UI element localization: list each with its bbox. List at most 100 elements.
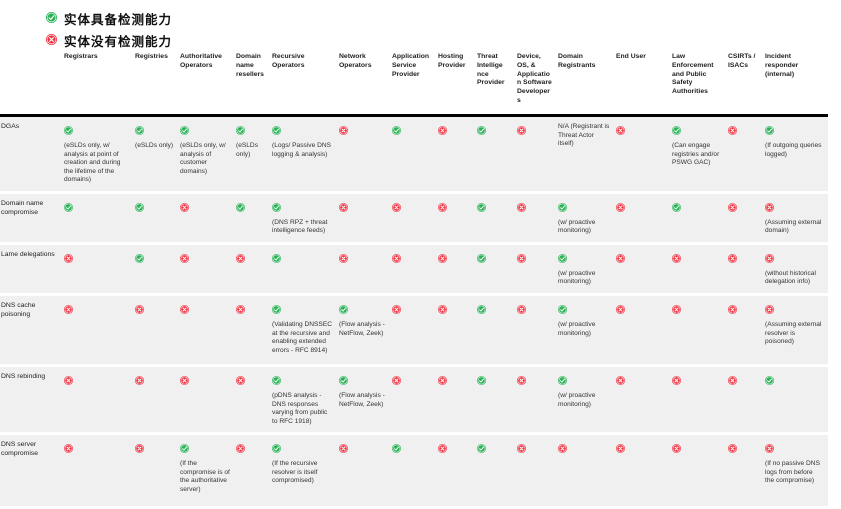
matrix-cell (616, 372, 672, 426)
matrix-cell (477, 301, 517, 358)
matrix-cell: (eSLDs only) (236, 122, 272, 185)
matrix-cell (180, 372, 236, 426)
matrix-cell (236, 250, 272, 287)
cross-circle-icon (672, 250, 681, 268)
cross-circle-icon (517, 122, 526, 140)
check-circle-icon (477, 250, 486, 268)
matrix-cell (392, 372, 438, 426)
cross-circle-icon (616, 372, 625, 390)
column-header: Recursive Operators (272, 53, 305, 69)
cross-circle-icon (672, 372, 681, 390)
cross-circle-icon (438, 440, 447, 458)
cell-note: (If outgoing queries logged) (765, 141, 822, 158)
check-circle-icon (272, 440, 281, 458)
cross-circle-icon (236, 372, 245, 390)
check-circle-icon (135, 199, 144, 217)
check-circle-icon (558, 199, 567, 217)
matrix-cell (438, 440, 477, 500)
check-circle-icon (477, 301, 486, 319)
check-circle-icon (672, 199, 681, 217)
matrix-cell (728, 122, 765, 185)
check-circle-icon (765, 122, 774, 140)
cell-note: (Assuming external domain) (765, 218, 822, 235)
cell-note: (If the compromise is of the authoritati… (180, 460, 230, 493)
cross-circle-icon (339, 122, 348, 140)
table-row: Lame delegations (w/ proactive monitoring… (0, 244, 828, 297)
matrix-cell (236, 372, 272, 426)
column-header: Registrars (64, 53, 98, 60)
legend-label: 实体具备检测能力 (64, 13, 173, 27)
cell-note: (eSLDs only) (135, 141, 174, 149)
matrix-cell (438, 250, 477, 287)
cross-circle-icon (438, 122, 447, 140)
matrix-cell (517, 372, 558, 426)
cross-circle-icon (728, 372, 737, 390)
matrix-cell (135, 250, 180, 287)
matrix-cell (64, 199, 135, 236)
cell-note: (pDNS analysis - DNS responses varying f… (272, 392, 328, 425)
check-circle-icon (46, 10, 57, 28)
check-circle-icon (272, 199, 281, 217)
row-label: DNS cache poisoning (1, 302, 36, 318)
matrix-cell (616, 199, 672, 236)
cross-circle-icon (64, 250, 73, 268)
cell-note: (without historical delegation info) (765, 269, 816, 286)
cross-circle-icon (765, 199, 774, 217)
matrix-cell (135, 199, 180, 236)
matrix-cell: (If no passive DNS logs from before the … (765, 440, 828, 500)
check-circle-icon (339, 372, 348, 390)
matrix-cell: (Flow analysis - NetFlow, Zeek) (339, 372, 392, 426)
legend-item-not-capable: 实体没有检测能力 (46, 31, 172, 50)
matrix-cell: (eSLDs only) (135, 122, 180, 185)
cell-note: (eSLDs only, w/ analysis of customer dom… (180, 141, 226, 175)
cross-circle-icon (64, 440, 73, 458)
matrix-cell (728, 301, 765, 358)
matrix-cell (616, 440, 672, 500)
matrix-cell (765, 372, 828, 426)
check-circle-icon (392, 122, 401, 140)
cross-circle-icon (728, 440, 737, 458)
matrix-cell (392, 122, 438, 185)
check-circle-icon (236, 122, 245, 140)
check-circle-icon (272, 122, 281, 140)
cross-circle-icon (728, 199, 737, 217)
cross-circle-icon (728, 122, 737, 140)
cross-circle-icon (438, 199, 447, 217)
check-circle-icon (477, 199, 486, 217)
cell-note: (Flow analysis - NetFlow, Zeek) (339, 321, 385, 337)
matrix-cell (477, 440, 517, 500)
matrix-cell (672, 199, 728, 236)
row-label: DGAs (1, 122, 20, 130)
cell-note: (If the recursive resolver is itself com… (272, 460, 318, 485)
matrix-cell: (w/ proactive monitoring) (558, 372, 616, 426)
cross-circle-icon (765, 250, 774, 268)
matrix-cell (477, 199, 517, 236)
check-circle-icon (64, 199, 73, 217)
check-circle-icon (477, 122, 486, 140)
check-circle-icon (477, 372, 486, 390)
matrix-cell (616, 122, 672, 185)
column-header: CSIRTs / ISACs (728, 53, 756, 69)
cross-circle-icon (392, 199, 401, 217)
matrix-cell: (Validating DNSSEC at the recursive and … (272, 301, 339, 358)
column-header: Application Service Provider (392, 53, 430, 78)
cell-note: (w/ proactive monitoring) (558, 218, 596, 235)
matrix-cell: (Can engage registries and/or PSWG GAC) (672, 122, 728, 185)
check-circle-icon (558, 301, 567, 319)
matrix-cell (558, 440, 616, 500)
table-row: DGAs (eSLDs only, w/ analysis at point of… (0, 116, 828, 194)
matrix-cell: (DNS RPZ + threat intelligence feeds) (272, 199, 339, 236)
cross-circle-icon (616, 199, 625, 217)
matrix-cell (392, 440, 438, 500)
matrix-cell: (Assuming external domain) (765, 199, 828, 236)
cross-circle-icon (236, 301, 245, 319)
matrix-cell (728, 199, 765, 236)
check-circle-icon (135, 250, 144, 268)
matrix-cell: (without historical delegation info) (765, 250, 828, 287)
row-label: DNS rebinding (1, 373, 46, 381)
column-header: Domain name resellers (236, 53, 264, 78)
cell-note: (w/ proactive monitoring) (558, 321, 596, 337)
check-circle-icon (180, 440, 189, 458)
matrix-cell (672, 372, 728, 426)
matrix-cell: (If the recursive resolver is itself com… (272, 440, 339, 500)
